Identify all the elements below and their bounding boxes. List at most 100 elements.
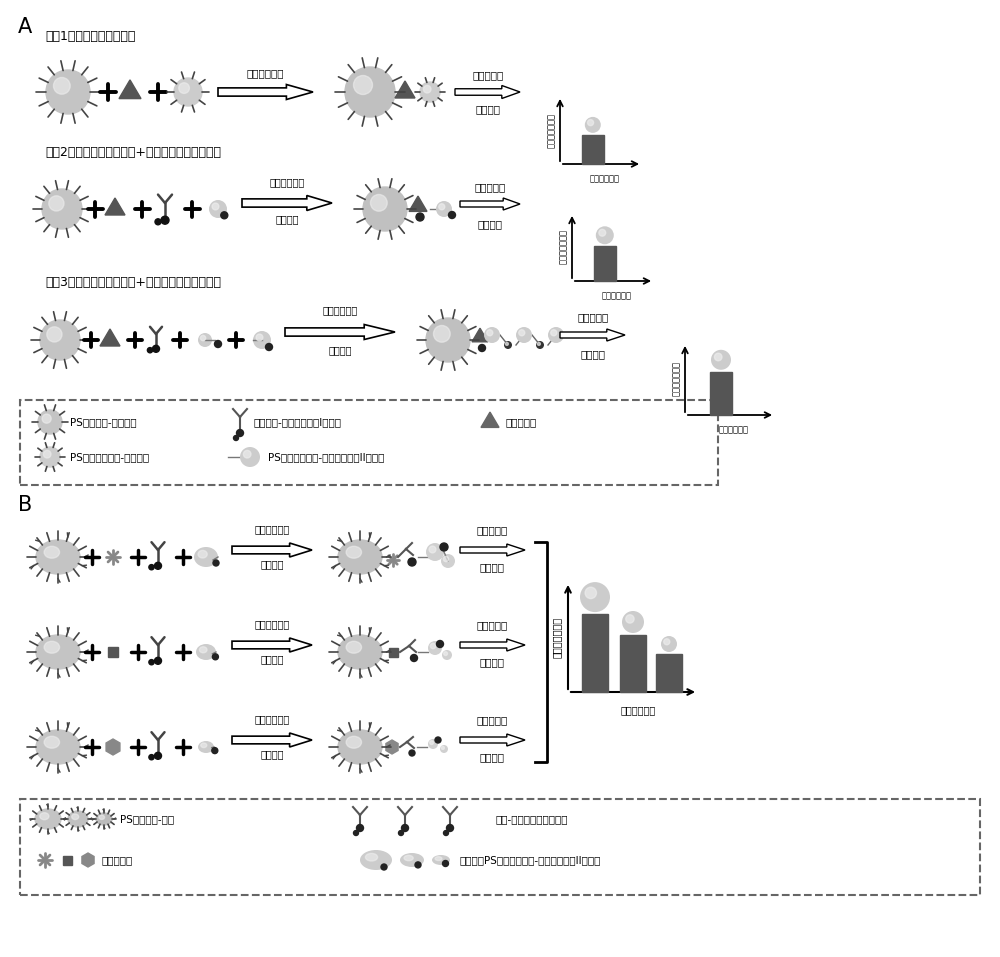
Circle shape bbox=[149, 565, 154, 569]
Ellipse shape bbox=[36, 635, 80, 669]
Circle shape bbox=[423, 85, 431, 93]
FancyArrow shape bbox=[560, 329, 625, 341]
Bar bbox=[710, 372, 732, 415]
Text: PS微球信号探针-捕获抗体: PS微球信号探针-捕获抗体 bbox=[70, 452, 149, 462]
Bar bbox=[582, 614, 608, 692]
Ellipse shape bbox=[365, 854, 378, 861]
Text: 微球识别: 微球识别 bbox=[480, 752, 505, 762]
Circle shape bbox=[363, 187, 407, 231]
Ellipse shape bbox=[36, 540, 80, 574]
Text: 信号探针粒径: 信号探针粒径 bbox=[590, 174, 620, 183]
FancyArrow shape bbox=[460, 734, 525, 746]
Polygon shape bbox=[100, 329, 120, 346]
Circle shape bbox=[402, 825, 409, 832]
Ellipse shape bbox=[196, 644, 216, 660]
Circle shape bbox=[40, 320, 80, 360]
Text: 微球识别: 微球识别 bbox=[580, 349, 606, 359]
Text: 方抈2：双抗夹心免疫反应+点击反应一步信号放大: 方抈2：双抗夹心免疫反应+点击反应一步信号放大 bbox=[45, 145, 221, 159]
Text: 抗生素分子: 抗生素分子 bbox=[102, 855, 133, 865]
Circle shape bbox=[537, 343, 540, 345]
FancyArrow shape bbox=[455, 85, 520, 99]
Circle shape bbox=[516, 327, 532, 343]
Circle shape bbox=[519, 330, 525, 336]
FancyArrow shape bbox=[242, 195, 332, 211]
Circle shape bbox=[411, 655, 418, 661]
Text: 信号探针粒径: 信号探针粒径 bbox=[620, 705, 656, 715]
FancyArrow shape bbox=[232, 733, 312, 747]
Ellipse shape bbox=[435, 857, 442, 860]
Circle shape bbox=[585, 117, 601, 133]
Bar bbox=[62, 856, 72, 864]
Circle shape bbox=[442, 650, 452, 660]
Circle shape bbox=[435, 737, 441, 743]
Circle shape bbox=[588, 120, 594, 125]
FancyArrow shape bbox=[460, 639, 525, 651]
Polygon shape bbox=[105, 198, 125, 215]
Text: 靶标计数信号值: 靶标计数信号值 bbox=[547, 113, 556, 147]
Text: 竞争免疫反应: 竞争免疫反应 bbox=[254, 714, 290, 724]
FancyArrow shape bbox=[218, 84, 313, 100]
Text: PS微球载体-抗体: PS微球载体-抗体 bbox=[120, 814, 174, 824]
Ellipse shape bbox=[404, 856, 413, 860]
Circle shape bbox=[536, 341, 544, 349]
Circle shape bbox=[440, 543, 448, 551]
Text: 信号探针粒径: 信号探针粒径 bbox=[602, 291, 632, 300]
Circle shape bbox=[200, 335, 206, 341]
Circle shape bbox=[711, 350, 731, 369]
Circle shape bbox=[49, 196, 64, 211]
Circle shape bbox=[256, 334, 263, 341]
Circle shape bbox=[487, 330, 493, 336]
Text: 复合物成像: 复合物成像 bbox=[476, 620, 508, 630]
Circle shape bbox=[599, 230, 606, 236]
Circle shape bbox=[240, 447, 260, 467]
Circle shape bbox=[237, 430, 244, 436]
Bar bbox=[20, 400, 718, 485]
Ellipse shape bbox=[198, 550, 207, 558]
Text: PS微球载体-检测抗体: PS微球载体-检测抗体 bbox=[70, 417, 137, 427]
Bar bbox=[620, 635, 646, 692]
Text: 点击反应: 点击反应 bbox=[260, 654, 284, 664]
FancyArrow shape bbox=[232, 543, 312, 557]
Bar bbox=[388, 648, 398, 657]
Circle shape bbox=[714, 353, 722, 361]
Circle shape bbox=[179, 82, 189, 94]
Ellipse shape bbox=[68, 811, 88, 827]
Circle shape bbox=[356, 825, 364, 832]
Text: 复合物成像: 复合物成像 bbox=[476, 525, 508, 535]
Ellipse shape bbox=[40, 812, 49, 820]
Ellipse shape bbox=[44, 641, 60, 654]
FancyArrow shape bbox=[285, 324, 395, 340]
Circle shape bbox=[370, 194, 387, 211]
Circle shape bbox=[174, 78, 202, 106]
Circle shape bbox=[354, 76, 372, 95]
Ellipse shape bbox=[432, 855, 450, 865]
Bar bbox=[108, 647, 118, 657]
Circle shape bbox=[415, 862, 421, 868]
Circle shape bbox=[42, 414, 51, 423]
Text: PS微球信号探针-点击反应试剂II偶联物: PS微球信号探针-点击反应试剂II偶联物 bbox=[268, 452, 384, 462]
Text: 炎症标志物: 炎症标志物 bbox=[505, 417, 536, 427]
Circle shape bbox=[154, 752, 162, 759]
Circle shape bbox=[213, 560, 219, 566]
Circle shape bbox=[420, 82, 440, 102]
Polygon shape bbox=[395, 81, 415, 98]
Text: 竞争免疫反应: 竞争免疫反应 bbox=[254, 619, 290, 629]
Circle shape bbox=[441, 554, 455, 568]
Circle shape bbox=[504, 341, 512, 349]
Circle shape bbox=[154, 657, 162, 664]
Circle shape bbox=[40, 447, 60, 467]
Circle shape bbox=[505, 343, 508, 345]
Circle shape bbox=[243, 451, 251, 458]
Ellipse shape bbox=[346, 546, 362, 558]
Circle shape bbox=[444, 652, 448, 656]
Ellipse shape bbox=[346, 641, 362, 654]
Ellipse shape bbox=[338, 635, 382, 669]
Text: 点击反应: 点击反应 bbox=[328, 345, 352, 355]
Circle shape bbox=[43, 451, 51, 458]
Text: 信号探针粒径: 信号探针粒径 bbox=[719, 425, 749, 434]
Text: 微球识别: 微球识别 bbox=[480, 657, 505, 667]
Circle shape bbox=[429, 546, 436, 553]
Circle shape bbox=[484, 327, 500, 343]
Circle shape bbox=[416, 213, 424, 221]
Text: 方抈1：双抗夹心免疫反应: 方抈1：双抗夹心免疫反应 bbox=[45, 31, 135, 43]
